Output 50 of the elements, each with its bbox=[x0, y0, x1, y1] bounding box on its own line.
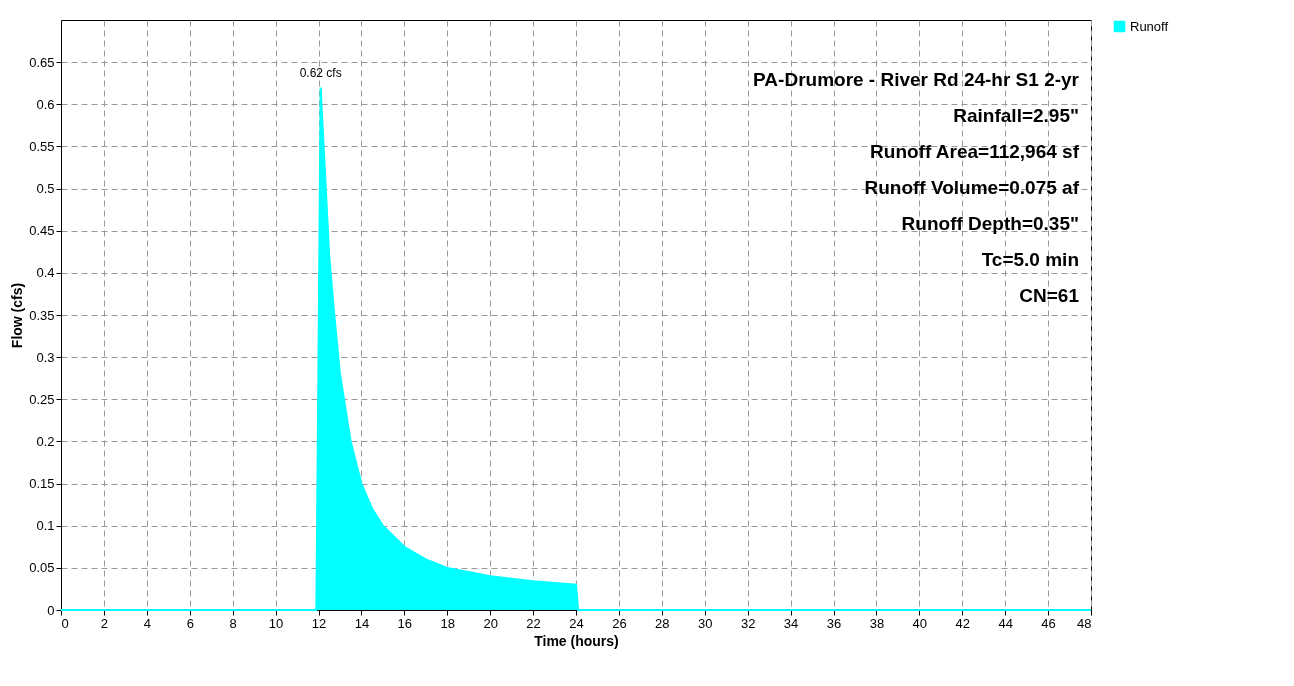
x-tick-label: 30 bbox=[698, 615, 713, 631]
x-tick-label: 44 bbox=[998, 615, 1013, 631]
x-axis-title: Time (hours) bbox=[534, 632, 619, 649]
x-tick-label: 2 bbox=[100, 615, 109, 631]
annotation: 0.62 cfs bbox=[299, 66, 342, 81]
x-tick-label: 24 bbox=[569, 615, 584, 631]
x-tick-label: 46 bbox=[1041, 615, 1056, 631]
x-tick-label: 12 bbox=[311, 615, 327, 631]
x-tick-label: 4 bbox=[143, 615, 151, 631]
x-tick-label: 20 bbox=[483, 615, 498, 631]
x-tick-label: 14 bbox=[354, 615, 370, 631]
y-tick-label: 0.15 bbox=[29, 476, 55, 492]
y-tick-label: 0.1 bbox=[36, 518, 55, 534]
annotation: Tc=5.0 min bbox=[981, 249, 1079, 270]
x-tick-label: 0 bbox=[61, 615, 69, 631]
x-tick-label: 10 bbox=[268, 615, 284, 631]
y-tick-label: 0.2 bbox=[36, 433, 55, 449]
x-tick-label: 26 bbox=[612, 615, 627, 631]
annotation: Runoff Depth=0.35" bbox=[901, 213, 1079, 234]
x-tick-label: 34 bbox=[783, 615, 799, 631]
y-tick-label: 0.05 bbox=[29, 560, 55, 576]
y-tick-label: 0.65 bbox=[29, 54, 55, 70]
y-tick-label: 0.6 bbox=[36, 96, 55, 112]
x-tick-label: 32 bbox=[740, 615, 756, 631]
x-tick-label: 8 bbox=[229, 615, 237, 631]
y-axis-title: Flow (cfs) bbox=[9, 282, 26, 349]
annotation: Runoff Volume=0.075 af bbox=[864, 177, 1080, 198]
x-tick-label: 42 bbox=[955, 615, 970, 631]
legend-label: Runoff bbox=[1130, 18, 1169, 34]
x-tick-label: 16 bbox=[397, 615, 413, 631]
y-tick-label: 0.45 bbox=[29, 223, 55, 239]
y-tick-label: 0.55 bbox=[29, 138, 55, 154]
x-tick-label: 36 bbox=[826, 615, 842, 631]
x-tick-label: 22 bbox=[526, 615, 541, 631]
x-tick-label: 40 bbox=[912, 615, 928, 631]
y-tick-label: 0.35 bbox=[29, 307, 55, 323]
y-tick-label: 0.4 bbox=[36, 265, 55, 281]
x-tick-label: 38 bbox=[869, 615, 885, 631]
x-tick-label: 18 bbox=[440, 615, 455, 631]
x-tick-label: 28 bbox=[655, 615, 670, 631]
x-tick-label: 48 bbox=[1077, 615, 1092, 631]
annotation: Rainfall=2.95" bbox=[953, 105, 1079, 126]
y-tick-label: 0.5 bbox=[36, 181, 55, 197]
y-tick-label: 0.25 bbox=[29, 391, 55, 407]
annotation: PA-Drumore - River Rd 24-hr S1 2-yr bbox=[753, 69, 1080, 90]
annotation: Runoff Area=112,964 sf bbox=[870, 141, 1080, 162]
x-tick-label: 6 bbox=[186, 615, 194, 631]
y-tick-label: 0 bbox=[47, 602, 55, 618]
annotation: CN=61 bbox=[1019, 285, 1080, 306]
y-tick-label: 0.3 bbox=[36, 349, 55, 365]
